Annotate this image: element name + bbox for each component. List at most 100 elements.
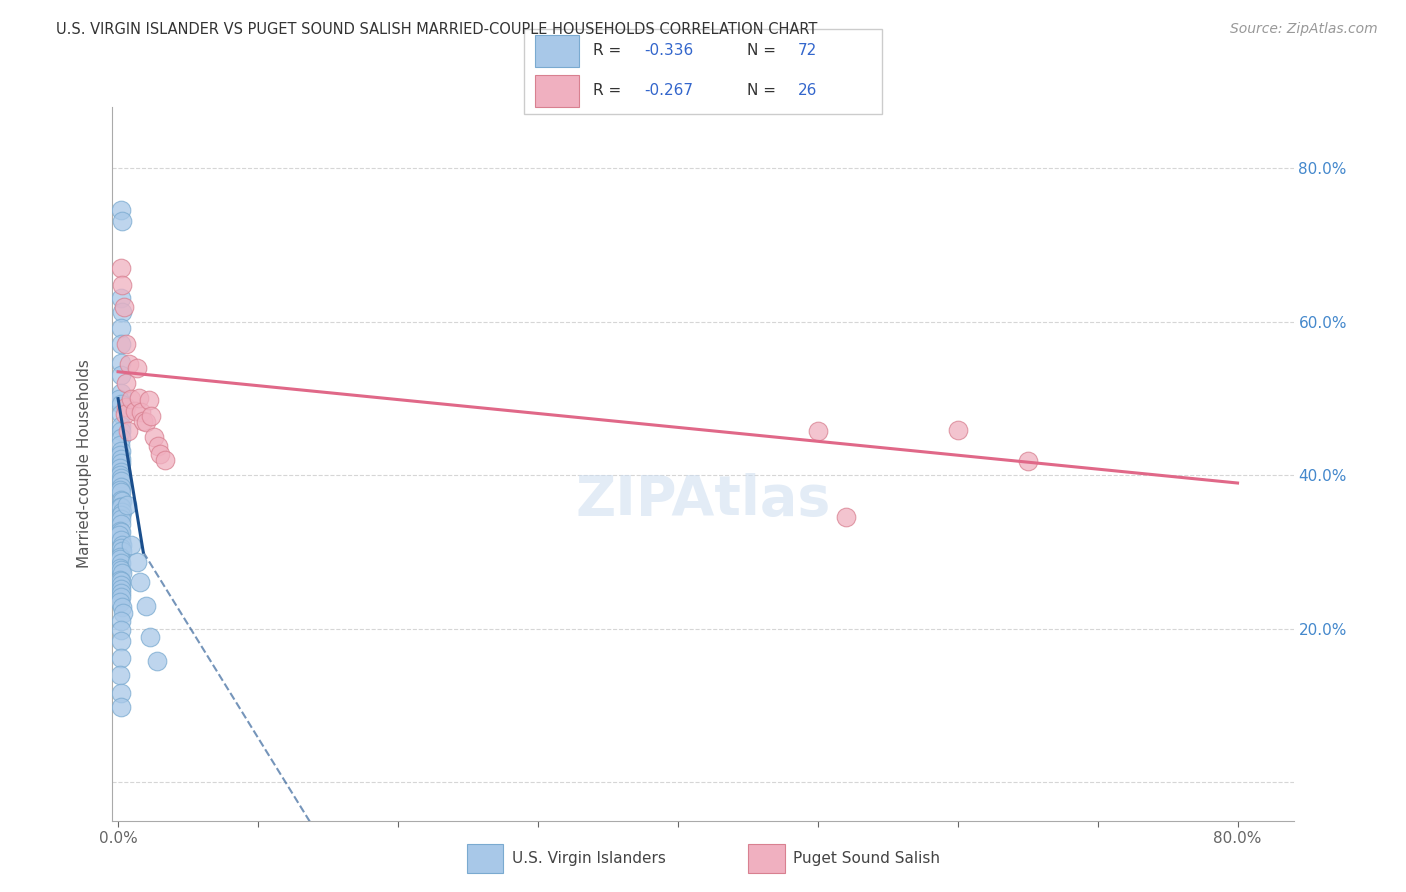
Point: [108, 528, 131, 542]
Point: [110, 424, 132, 438]
Point: [108, 551, 131, 566]
Point: [111, 214, 134, 228]
Point: [141, 409, 163, 423]
Point: [110, 385, 132, 400]
Point: [111, 277, 134, 292]
Point: [110, 651, 132, 665]
Point: [129, 575, 152, 590]
Bar: [534, 35, 579, 67]
Point: [108, 574, 131, 588]
Point: [110, 512, 132, 526]
Text: R =: R =: [593, 44, 627, 58]
Point: [110, 397, 132, 411]
Point: [111, 544, 134, 558]
Point: [148, 439, 170, 453]
Text: N =: N =: [747, 44, 780, 58]
Point: [108, 595, 131, 609]
Point: [111, 606, 134, 620]
Point: [110, 457, 132, 471]
Text: -0.267: -0.267: [644, 84, 693, 98]
Point: [128, 391, 150, 405]
Point: [110, 291, 132, 305]
Point: [114, 376, 136, 391]
Text: U.S. Virgin Islanders: U.S. Virgin Islanders: [512, 851, 665, 866]
Point: [110, 261, 132, 276]
Point: [108, 550, 131, 565]
Text: R =: R =: [593, 84, 627, 98]
Bar: [748, 844, 785, 873]
Point: [110, 699, 132, 714]
Point: [110, 623, 132, 637]
Point: [110, 467, 132, 482]
Point: [110, 574, 132, 588]
Point: [146, 654, 169, 668]
Point: [110, 493, 132, 508]
Point: [110, 321, 132, 335]
Point: [108, 438, 131, 452]
Text: ZIPAtlas: ZIPAtlas: [575, 473, 831, 526]
Point: [110, 586, 132, 600]
Point: [125, 361, 148, 376]
Point: [110, 461, 132, 475]
Point: [110, 202, 132, 217]
Point: [807, 424, 830, 438]
FancyBboxPatch shape: [524, 29, 882, 114]
Bar: [534, 75, 579, 107]
Point: [155, 453, 177, 467]
Point: [118, 357, 141, 371]
Text: 72: 72: [799, 44, 817, 58]
Point: [110, 614, 132, 628]
Point: [110, 560, 132, 574]
Point: [108, 524, 131, 538]
Point: [110, 599, 132, 614]
Point: [110, 590, 132, 604]
Point: [110, 465, 132, 479]
Text: U.S. VIRGIN ISLANDER VS PUGET SOUND SALISH MARRIED-COUPLE HOUSEHOLDS CORRELATION: U.S. VIRGIN ISLANDER VS PUGET SOUND SALI…: [56, 22, 818, 37]
Point: [117, 498, 139, 512]
Point: [132, 414, 155, 428]
Point: [110, 451, 132, 466]
Point: [111, 305, 134, 319]
Bar: [467, 844, 503, 873]
Point: [129, 405, 152, 419]
Point: [110, 337, 132, 351]
Point: [110, 418, 132, 433]
Point: [149, 447, 172, 461]
Point: [110, 634, 132, 648]
Point: [110, 471, 132, 485]
Point: [111, 566, 134, 581]
Point: [110, 500, 132, 515]
Point: [110, 563, 132, 577]
Point: [110, 485, 132, 500]
Text: N =: N =: [747, 84, 780, 98]
Point: [110, 448, 132, 462]
Point: [135, 599, 157, 613]
Point: [110, 541, 132, 555]
Point: [110, 431, 132, 445]
Point: [110, 474, 132, 488]
Point: [110, 556, 132, 570]
Point: [117, 424, 139, 438]
Point: [110, 407, 132, 421]
Point: [120, 538, 142, 552]
Point: [110, 480, 132, 494]
Point: [108, 392, 131, 406]
Point: [946, 423, 969, 437]
Point: [110, 685, 132, 699]
Point: [143, 430, 166, 444]
Point: [135, 415, 157, 429]
Point: [110, 500, 132, 515]
Point: [110, 582, 132, 596]
Text: 26: 26: [799, 84, 817, 98]
Point: [114, 407, 136, 421]
Point: [111, 538, 134, 552]
Point: [110, 578, 132, 592]
Point: [124, 404, 146, 418]
Point: [114, 336, 136, 351]
Point: [110, 525, 132, 540]
Point: [139, 630, 162, 644]
Point: [835, 509, 858, 524]
Point: [110, 483, 132, 498]
Point: [111, 504, 134, 518]
Point: [138, 393, 160, 408]
